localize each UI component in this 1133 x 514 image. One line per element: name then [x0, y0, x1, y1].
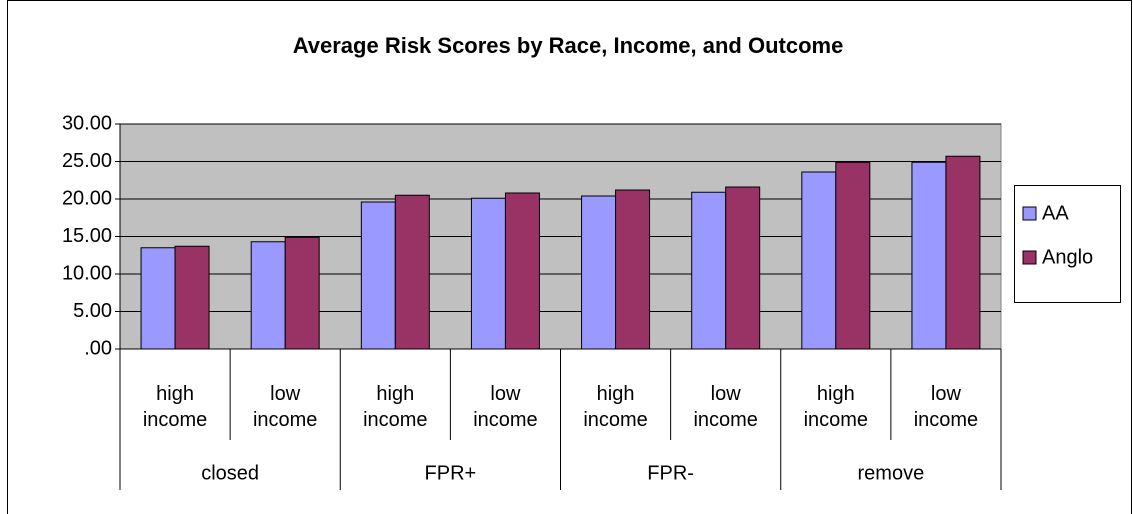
y-tick-label: 25.00 [62, 150, 112, 172]
bar [945, 155, 981, 350]
x-tick-label: high income [803, 383, 869, 431]
bar [140, 247, 176, 350]
y-tick-label: 20.00 [62, 187, 112, 209]
legend-swatch [1022, 250, 1037, 265]
x-tick-label: low income [693, 383, 758, 431]
group-label: closed [201, 462, 259, 484]
bar [615, 189, 651, 350]
x-tick-label: high income [142, 383, 208, 431]
bar [250, 241, 286, 350]
y-tick-label: 30.00 [62, 112, 112, 134]
y-tick-label: 5.00 [73, 300, 112, 322]
bar [691, 191, 727, 350]
bar [581, 195, 617, 350]
bar [394, 194, 430, 350]
bar [470, 197, 506, 350]
legend-swatch [1022, 206, 1037, 221]
y-tick-label: .00 [84, 337, 112, 359]
bar [174, 245, 210, 350]
bar [725, 186, 761, 350]
bar [835, 161, 871, 350]
x-tick-label: high income [363, 383, 428, 431]
bar [801, 171, 837, 350]
legend-label: AA [1042, 202, 1069, 224]
legend-box [1014, 185, 1121, 303]
x-tick-label: low income [913, 383, 979, 431]
y-tick-label: 10.00 [62, 262, 112, 284]
group-label: remove [858, 462, 925, 484]
bar [504, 192, 540, 350]
bar [360, 201, 396, 350]
x-tick-label: low income [473, 383, 538, 431]
x-tick-label: low income [252, 383, 318, 431]
group-label: FPR- [647, 462, 694, 484]
x-tick-label: high income [583, 383, 648, 431]
group-label: FPR+ [425, 462, 477, 484]
bar [911, 161, 947, 350]
chart-title: Average Risk Scores by Race, Income, and… [293, 33, 844, 58]
y-tick-label: 15.00 [62, 225, 112, 247]
bar [284, 236, 320, 350]
legend-label: Anglo [1042, 246, 1093, 268]
